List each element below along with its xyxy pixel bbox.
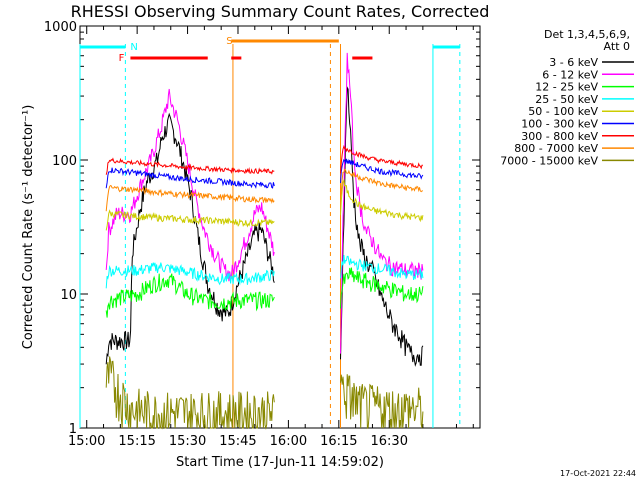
series-line-6-after-saa <box>340 158 424 184</box>
chart-title: RHESSI Observing Summary Count Rates, Co… <box>71 2 490 21</box>
series-line-9 <box>105 356 275 430</box>
series-line-6 <box>105 167 275 189</box>
series-line-5 <box>105 209 275 231</box>
legend-header-line-1: Det 1,3,4,5,6,9, <box>544 28 630 41</box>
legend-entry-label: 6 - 12 keV <box>542 68 598 81</box>
x-tick-label: 16:15 <box>320 434 357 449</box>
legend-entry-label: 800 - 7000 keV <box>514 142 598 155</box>
plot-frame <box>79 25 481 429</box>
series-line-8-after-saa <box>340 168 424 198</box>
series-line-8 <box>105 185 275 212</box>
saa-flag-label: S <box>226 36 232 47</box>
series-line-2-after-saa <box>340 52 424 354</box>
x-tick-label: 15:30 <box>169 434 206 449</box>
x-axis-label: Start Time (17-Jun-11 14:59:02) <box>176 455 384 470</box>
flare-flag-label: F <box>119 53 125 64</box>
x-tick-label: 15:15 <box>118 434 155 449</box>
legend-entry-label: 25 - 50 keV <box>535 93 598 106</box>
legend-entry-label: 7000 - 15000 keV <box>500 154 598 167</box>
series-line-3-after-saa <box>340 267 424 309</box>
footer-date: 17-Oct-2021 22:44 <box>560 469 636 478</box>
y-axis-label: Corrected Count Rate (s⁻¹ detector⁻¹) <box>21 105 36 350</box>
x-tick-label: 16:30 <box>371 434 408 449</box>
legend-entry-label: 50 - 100 keV <box>528 105 598 118</box>
y-tick-label: 10 <box>60 288 77 303</box>
series-line-7 <box>105 157 275 175</box>
series-line-1-after-saa <box>340 85 424 367</box>
x-tick-label: 15:00 <box>68 434 105 449</box>
y-tick-label: 1 <box>69 422 77 437</box>
x-tick-label: 16:00 <box>270 434 307 449</box>
series-line-4-after-saa <box>340 254 424 281</box>
series-line-4 <box>105 262 275 289</box>
y-tick-label: 100 <box>52 154 77 169</box>
night-flag-label: N <box>130 42 137 53</box>
x-tick-label: 15:45 <box>219 434 256 449</box>
series-line-7-after-saa <box>340 144 423 174</box>
series-line-9-after-saa <box>340 374 424 430</box>
legend-header-line-2: Att 0 <box>604 40 630 53</box>
legend-entry-label: 100 - 300 keV <box>521 118 598 131</box>
y-tick-label: 1000 <box>44 20 77 35</box>
series-line-3 <box>105 273 275 318</box>
legend-entry-label: 3 - 6 keV <box>549 56 598 69</box>
series-line-5-after-saa <box>340 178 424 223</box>
series-line-1 <box>105 112 275 365</box>
legend-entry-label: 12 - 25 keV <box>535 81 598 94</box>
legend-entry-label: 300 - 800 keV <box>521 130 598 143</box>
plot-area: 1 10 100 1000 15:00 15:15 15:30 15:45 16:00 16:15… <box>44 20 481 449</box>
